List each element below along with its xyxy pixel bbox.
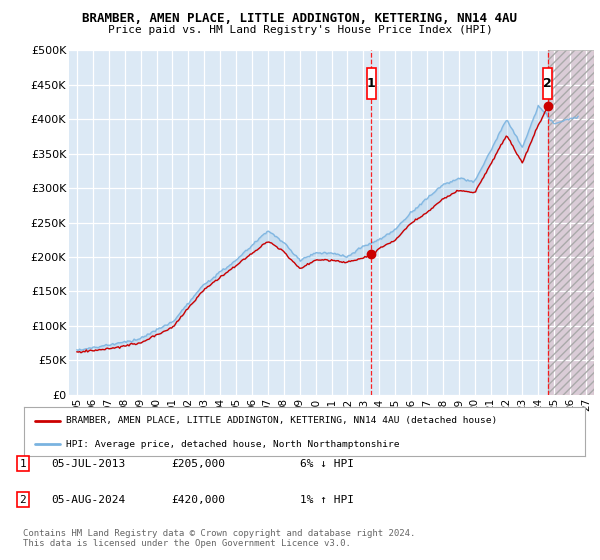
- Text: 2: 2: [543, 77, 552, 90]
- Bar: [543, 68, 552, 99]
- Text: BRAMBER, AMEN PLACE, LITTLE ADDINGTON, KETTERING, NN14 4AU (detached house): BRAMBER, AMEN PLACE, LITTLE ADDINGTON, K…: [66, 417, 497, 426]
- Text: £420,000: £420,000: [171, 494, 225, 505]
- Text: BRAMBER, AMEN PLACE, LITTLE ADDINGTON, KETTERING, NN14 4AU: BRAMBER, AMEN PLACE, LITTLE ADDINGTON, K…: [83, 12, 517, 25]
- Text: 05-JUL-2013: 05-JUL-2013: [51, 459, 125, 469]
- Text: 2: 2: [19, 494, 26, 505]
- Bar: [548, 50, 594, 395]
- Bar: [367, 68, 376, 99]
- Text: £205,000: £205,000: [171, 459, 225, 469]
- Text: HPI: Average price, detached house, North Northamptonshire: HPI: Average price, detached house, Nort…: [66, 440, 400, 449]
- Text: Contains HM Land Registry data © Crown copyright and database right 2024.
This d: Contains HM Land Registry data © Crown c…: [23, 529, 415, 548]
- Text: 1% ↑ HPI: 1% ↑ HPI: [300, 494, 354, 505]
- Text: 05-AUG-2024: 05-AUG-2024: [51, 494, 125, 505]
- Text: 1: 1: [19, 459, 26, 469]
- Text: 6% ↓ HPI: 6% ↓ HPI: [300, 459, 354, 469]
- Text: Price paid vs. HM Land Registry's House Price Index (HPI): Price paid vs. HM Land Registry's House …: [107, 25, 493, 35]
- Text: 1: 1: [367, 77, 376, 90]
